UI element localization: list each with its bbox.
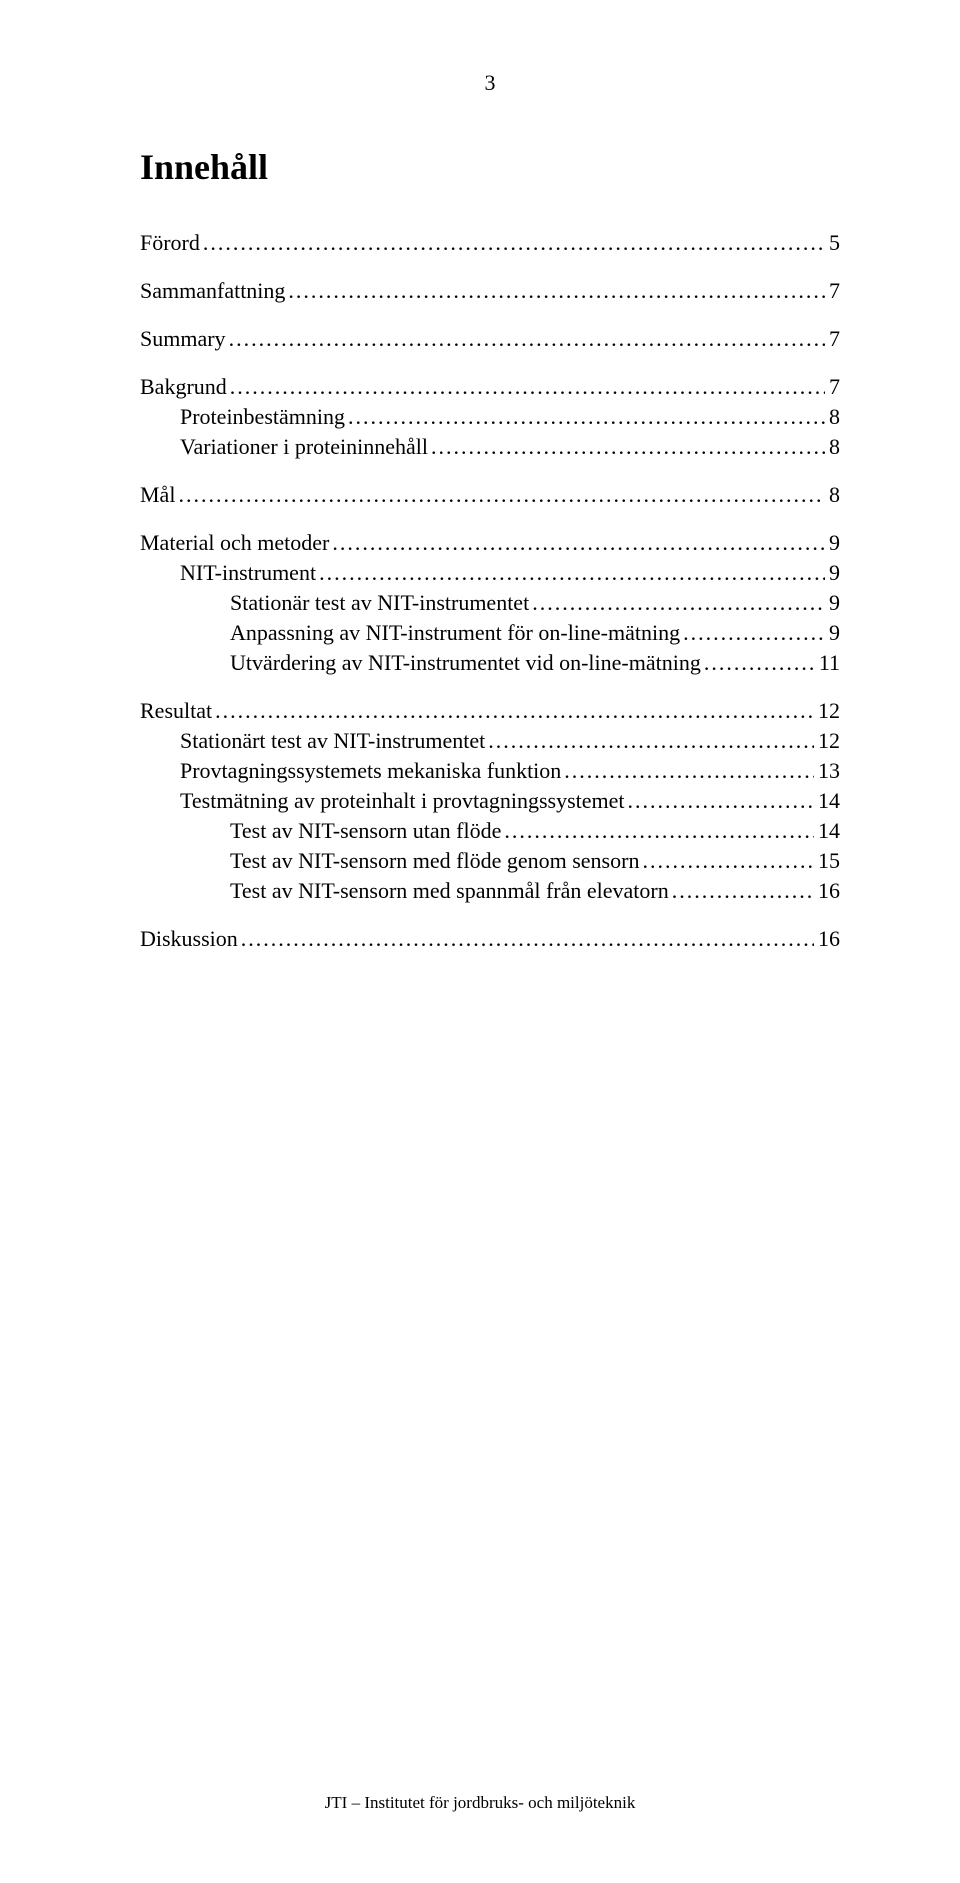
toc-entry-page: 7 xyxy=(825,326,840,352)
toc-entry-label: Provtagningssystemets mekaniska funktion xyxy=(180,758,561,784)
toc-entry-label: Sammanfattning xyxy=(140,278,285,304)
toc-entry-leader xyxy=(701,650,815,676)
toc-entry: Proteinbestämning 8 xyxy=(140,404,840,430)
toc-entry-label: Förord xyxy=(140,230,200,256)
toc-entry-label: Bakgrund xyxy=(140,374,227,400)
toc-entry: Material och metoder 9 xyxy=(140,530,840,556)
toc-entry-leader xyxy=(529,590,825,616)
table-of-contents: Förord 5 Sammanfattning 7 Summary 7 Bakgrund 7 P… xyxy=(140,230,840,952)
toc-entry: Test av NIT-sensorn med spannmål från el… xyxy=(140,878,840,904)
toc-entry-page: 7 xyxy=(825,278,840,304)
toc-entry-label: Test av NIT-sensorn med spannmål från el… xyxy=(230,878,669,904)
toc-entry-leader xyxy=(226,326,825,352)
toc-entry: Diskussion 16 xyxy=(140,926,840,952)
toc-entry: Förord 5 xyxy=(140,230,840,256)
toc-entry-leader xyxy=(200,230,825,256)
toc-entry-label: NIT-instrument xyxy=(180,560,316,586)
footer-text: JTI – Institutet för jordbruks- och milj… xyxy=(0,1793,960,1813)
toc-entry-leader xyxy=(316,560,825,586)
toc-entry-leader xyxy=(561,758,814,784)
toc-entry: Variationer i proteininnehåll 8 xyxy=(140,434,840,460)
toc-entry-label: Resultat xyxy=(140,698,212,724)
toc-entry: Stationärt test av NIT-instrumentet 12 xyxy=(140,728,840,754)
toc-entry-page: 12 xyxy=(814,698,840,724)
toc-entry-page: 15 xyxy=(814,848,840,874)
toc-entry-leader xyxy=(485,728,814,754)
toc-entry-page: 16 xyxy=(814,926,840,952)
toc-entry: Sammanfattning 7 xyxy=(140,278,840,304)
toc-entry-page: 9 xyxy=(825,620,840,646)
toc-entry-leader xyxy=(329,530,825,556)
toc-entry: Mål 8 xyxy=(140,482,840,508)
toc-entry-leader xyxy=(345,404,825,430)
toc-entry: Testmätning av proteinhalt i provtagning… xyxy=(140,788,840,814)
toc-entry-leader xyxy=(680,620,825,646)
toc-entry-page: 16 xyxy=(814,878,840,904)
toc-entry-leader xyxy=(227,374,825,400)
toc-entry-page: 8 xyxy=(825,404,840,430)
toc-entry-label: Stationärt test av NIT-instrumentet xyxy=(180,728,485,754)
toc-entry-page: 7 xyxy=(825,374,840,400)
toc-entry-page: 9 xyxy=(825,590,840,616)
toc-entry-leader xyxy=(428,434,825,460)
toc-entry-page: 14 xyxy=(814,788,840,814)
toc-entry-leader xyxy=(625,788,815,814)
toc-entry-page: 8 xyxy=(825,482,840,508)
toc-entry: Anpassning av NIT-instrument för on-line… xyxy=(140,620,840,646)
toc-entry: Summary 7 xyxy=(140,326,840,352)
toc-entry-leader xyxy=(175,482,825,508)
toc-entry-page: 14 xyxy=(814,818,840,844)
toc-entry-leader xyxy=(238,926,814,952)
toc-entry-label: Mål xyxy=(140,482,175,508)
toc-entry-label: Material och metoder xyxy=(140,530,329,556)
toc-entry-page: 5 xyxy=(825,230,840,256)
page-title: Innehåll xyxy=(140,146,840,188)
toc-entry-leader xyxy=(285,278,825,304)
toc-entry-label: Testmätning av proteinhalt i provtagning… xyxy=(180,788,625,814)
toc-entry-page: 9 xyxy=(825,530,840,556)
toc-entry-label: Summary xyxy=(140,326,226,352)
toc-entry: Test av NIT-sensorn med flöde genom sens… xyxy=(140,848,840,874)
toc-entry: Stationär test av NIT-instrumentet 9 xyxy=(140,590,840,616)
toc-entry-label: Variationer i proteininnehåll xyxy=(180,434,428,460)
toc-entry-label: Anpassning av NIT-instrument för on-line… xyxy=(230,620,680,646)
toc-entry-leader xyxy=(501,818,814,844)
toc-entry-label: Diskussion xyxy=(140,926,238,952)
toc-entry-label: Test av NIT-sensorn utan flöde xyxy=(230,818,501,844)
toc-entry-page: 12 xyxy=(814,728,840,754)
toc-entry-label: Test av NIT-sensorn med flöde genom sens… xyxy=(230,848,639,874)
toc-entry-page: 13 xyxy=(814,758,840,784)
document-page: 3 Innehåll Förord5Sammanfattning7Summary… xyxy=(0,0,960,1883)
toc-entry-page: 9 xyxy=(825,560,840,586)
toc-entry-leader xyxy=(212,698,814,724)
toc-entry: Resultat 12 xyxy=(140,698,840,724)
toc-entry-label: Proteinbestämning xyxy=(180,404,345,430)
toc-entry: Provtagningssystemets mekaniska funktion… xyxy=(140,758,840,784)
toc-entry: Bakgrund 7 xyxy=(140,374,840,400)
page-number: 3 xyxy=(140,70,840,96)
toc-entry: Test av NIT-sensorn utan flöde 14 xyxy=(140,818,840,844)
toc-entry: NIT-instrument 9 xyxy=(140,560,840,586)
toc-entry-label: Utvärdering av NIT-instrumentet vid on-l… xyxy=(230,650,701,676)
toc-entry-page: 11 xyxy=(815,650,840,676)
toc-entry-page: 8 xyxy=(825,434,840,460)
toc-entry-label: Stationär test av NIT-instrumentet xyxy=(230,590,529,616)
toc-entry-leader xyxy=(639,848,814,874)
toc-entry-leader xyxy=(669,878,814,904)
toc-entry: Utvärdering av NIT-instrumentet vid on-l… xyxy=(140,650,840,676)
